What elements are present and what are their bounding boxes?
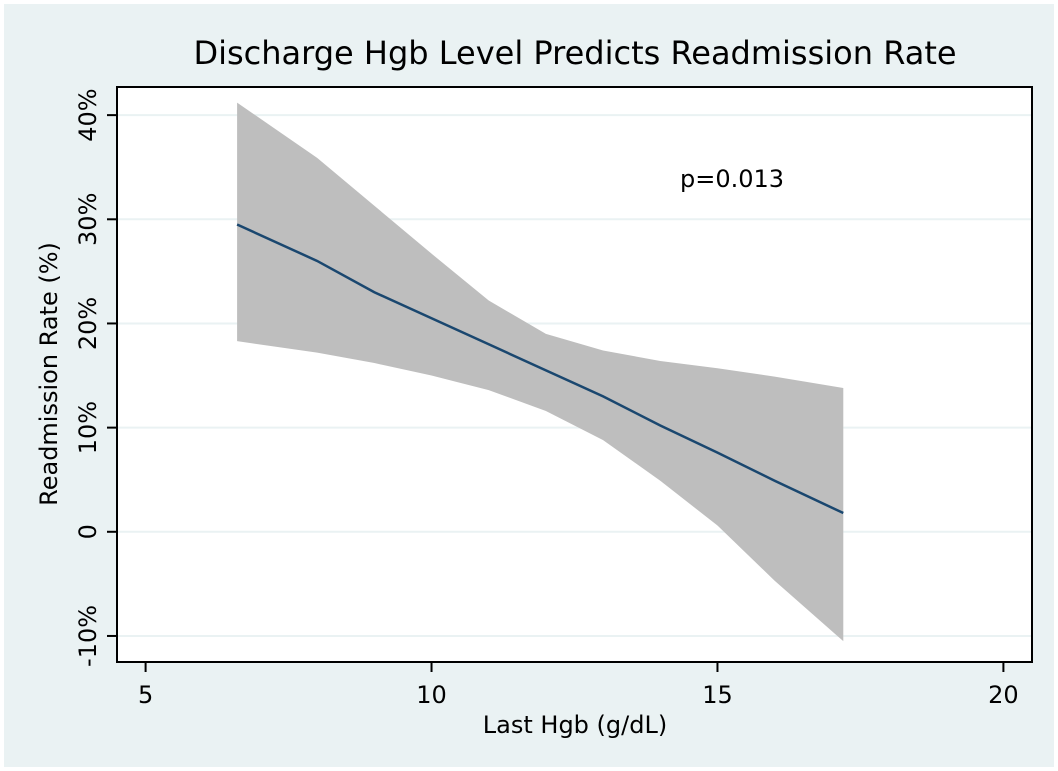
fit-line — [236, 223, 844, 515]
x-tick-label: 15 — [702, 681, 733, 709]
y-tick-label: 10% — [74, 401, 102, 454]
annotation: p=0.013 — [680, 165, 784, 193]
plot-frame — [116, 86, 1033, 663]
chart-title: Discharge Hgb Level Predicts Readmission… — [193, 34, 956, 72]
x-tick-label: 10 — [416, 681, 447, 709]
y-tick-label: 0 — [74, 524, 102, 539]
y-tick-label: 40% — [74, 88, 102, 141]
y-tick-label: 20% — [74, 297, 102, 350]
y-tick-label: 30% — [74, 193, 102, 246]
x-tick-label: 5 — [138, 681, 153, 709]
x-axis-label: Last Hgb (g/dL) — [483, 711, 667, 739]
x-tick-label: 20 — [988, 681, 1019, 709]
y-axis-label: Readmission Rate (%) — [35, 242, 63, 506]
confidence-band — [237, 102, 844, 642]
y-tick-label: -10% — [74, 605, 102, 667]
